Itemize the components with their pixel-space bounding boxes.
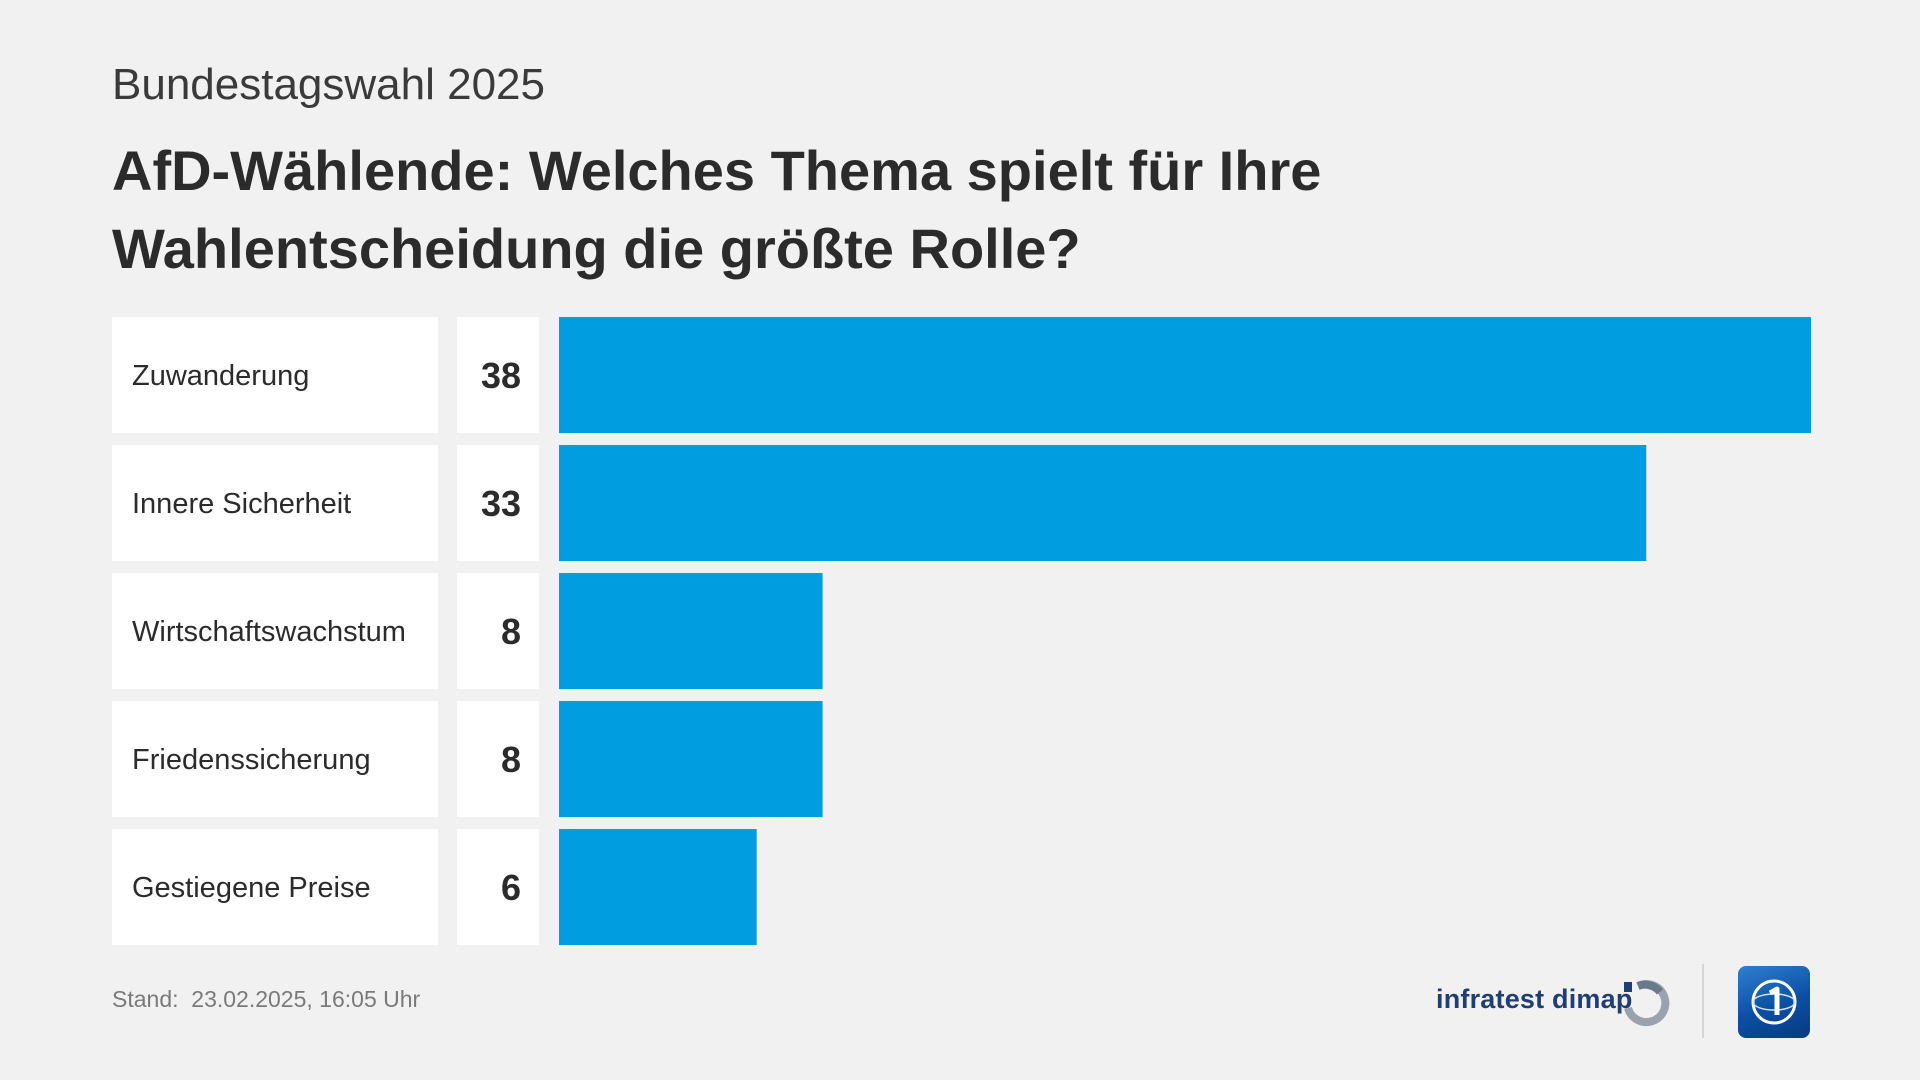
category-label: Wirtschaftswachstum [132, 616, 406, 648]
ard-one-icon [1751, 979, 1797, 1025]
value-label: 8 [501, 611, 521, 652]
footer-divider [1702, 964, 1704, 1038]
category-label-box [112, 317, 438, 433]
value-label: 38 [481, 355, 521, 396]
category-label: Zuwanderung [132, 360, 309, 392]
value-label-box [457, 573, 539, 689]
value-label: 8 [501, 739, 521, 780]
bar [559, 701, 823, 817]
tagesschau-logo-icon [1738, 966, 1810, 1038]
value-label-box [457, 317, 539, 433]
category-label-box [112, 445, 438, 561]
bar [559, 445, 1647, 561]
bar [559, 317, 1811, 433]
chart-title: AfD-Wählende: Welches Thema spielt für I… [112, 139, 1322, 280]
value-label-box [457, 445, 539, 561]
brand-name: infratest dimap [1436, 984, 1633, 1014]
footer-stand: Stand: 23.02.2025, 16:05 Uhr [112, 986, 420, 1013]
value-label: 33 [481, 483, 521, 524]
category-label-box [112, 701, 438, 817]
category-label-box [112, 573, 438, 689]
value-label: 6 [501, 867, 521, 908]
value-label-box [457, 701, 539, 817]
chart-subtitle: Bundestagswahl 2025 [112, 60, 545, 109]
stand-label: Stand: [112, 986, 179, 1012]
category-label: Gestiegene Preise [132, 872, 371, 904]
category-label-box [112, 829, 438, 945]
bar [559, 829, 757, 945]
infratest-dimap-logo-icon [1624, 980, 1670, 1027]
category-label: Innere Sicherheit [132, 488, 351, 520]
category-label: Friedenssicherung [132, 744, 371, 776]
value-label-box [457, 829, 539, 945]
stand-value: 23.02.2025, 16:05 Uhr [191, 986, 421, 1012]
bar [559, 573, 823, 689]
